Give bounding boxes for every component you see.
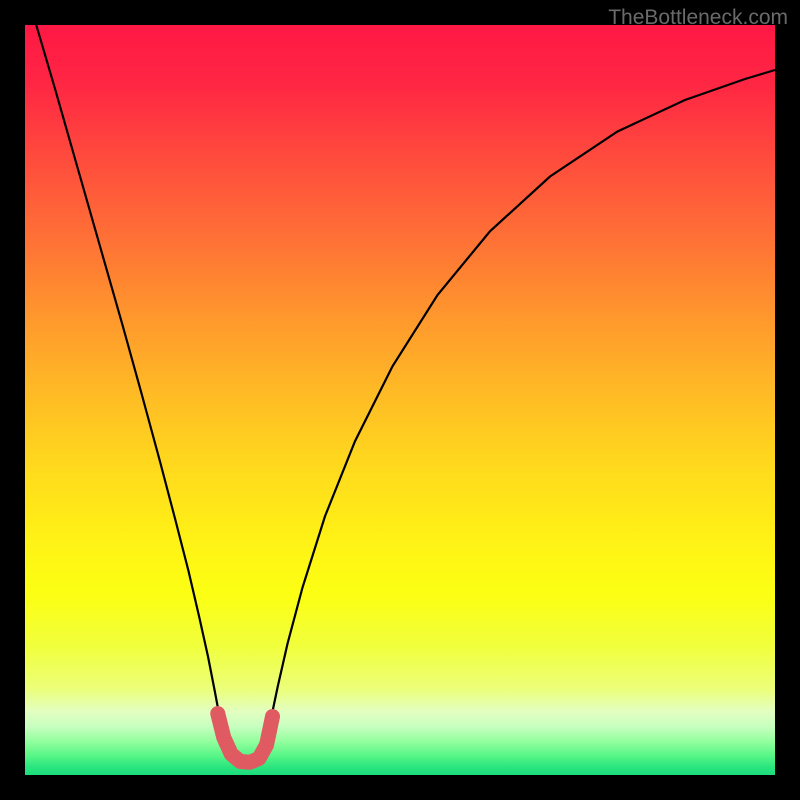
curve-layer — [25, 25, 775, 775]
curve-left — [36, 25, 219, 715]
plot-area — [25, 25, 775, 775]
bottom-u-marker — [218, 714, 273, 763]
curve-right — [272, 70, 775, 715]
watermark-text: TheBottleneck.com — [608, 6, 788, 30]
